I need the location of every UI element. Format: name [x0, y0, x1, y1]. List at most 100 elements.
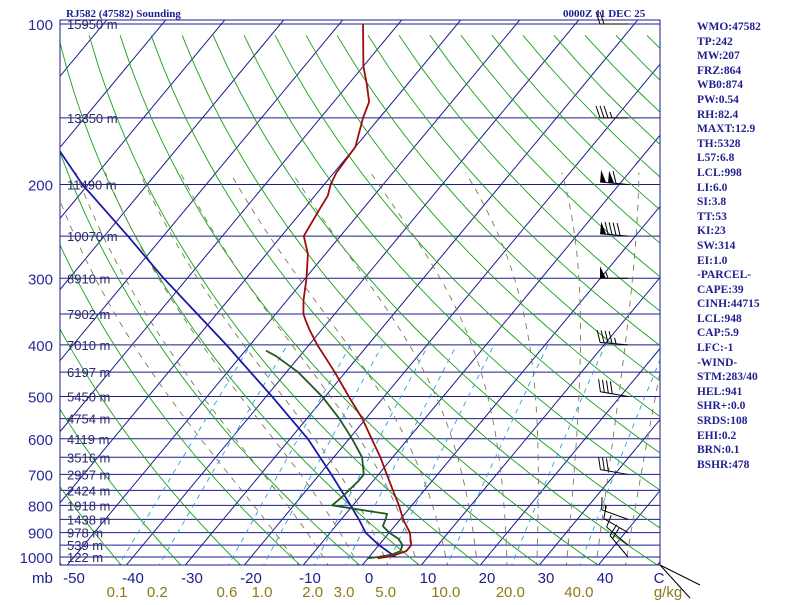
isotherm-line — [0, 12, 408, 568]
mixing-ratio-label: 20.0 — [496, 584, 525, 600]
pressure-label: 300 — [28, 271, 53, 288]
temperature-tick-label: -30 — [181, 570, 203, 587]
mixing-ratio-label: 0.6 — [216, 584, 237, 600]
temperature-tick-label: 0 — [365, 570, 373, 587]
mixing-ratio-label: 2.0 — [302, 584, 323, 600]
stat-line: MW:207 — [697, 49, 797, 64]
stat-line: TP:242 — [697, 35, 797, 50]
wind-barb-flag — [606, 458, 608, 471]
height-label: 7902 m — [67, 307, 110, 322]
temperature-tick-label: 40 — [597, 570, 614, 587]
stat-line: EHI:0.2 — [697, 429, 797, 444]
height-label: 11490 m — [67, 177, 117, 192]
height-label: 7010 m — [67, 338, 110, 353]
dry-adiabat-line — [0, 35, 244, 568]
mixing-ratio-line — [446, 345, 548, 568]
height-label: 4119 m — [67, 432, 109, 447]
temperature-tick-label: 20 — [479, 570, 496, 587]
pressure-label: 600 — [28, 432, 53, 449]
isotherm-line — [65, 12, 527, 568]
wind-barb-flag — [606, 381, 608, 394]
moist-adiabat-line — [371, 173, 508, 569]
mixing-ratio-label: 10.0 — [431, 584, 460, 600]
dry-adiabat-line — [0, 35, 64, 568]
dry-adiabat-line — [213, 35, 722, 568]
stat-line: -WIND- — [697, 356, 797, 371]
temperature-trace — [303, 24, 411, 558]
stat-line: CAP:5.9 — [697, 326, 797, 341]
wind-barb — [600, 266, 628, 278]
stat-line: PW:0.54 — [697, 93, 797, 108]
stat-line: WB0:874 — [697, 78, 797, 93]
wind-barb-flag — [617, 223, 620, 235]
height-label: 2957 m — [67, 467, 110, 482]
height-label: 4754 m — [67, 412, 110, 427]
stat-line: TH:5328 — [697, 137, 797, 152]
wind-barb-half-flag — [606, 272, 608, 278]
wind-barb-half-flag — [610, 112, 612, 118]
wind-barb-flag — [607, 515, 612, 527]
wind-barb-flag — [600, 106, 604, 118]
wind-barb-flag — [604, 506, 607, 518]
x-unit-label: mb — [32, 570, 53, 587]
stat-line: STM:283/40 — [697, 370, 797, 385]
height-label: 2424 m — [67, 483, 110, 498]
wind-barb-flag — [596, 106, 600, 118]
pressure-label: 200 — [28, 177, 53, 194]
isotherm-line — [301, 12, 763, 568]
stat-line: EI:1.0 — [697, 254, 797, 269]
dry-adiabat-line — [0, 35, 4, 568]
pressure-label: 700 — [28, 467, 53, 484]
parcel-trace — [0, 24, 396, 557]
wind-barb — [597, 330, 628, 345]
wind-barb-flag — [609, 222, 612, 234]
wind-barb-flag — [597, 330, 600, 342]
stat-line: WMO:47582 — [697, 20, 797, 35]
stat-line: -PARCEL- — [697, 268, 797, 283]
wind-barb-flag — [613, 223, 616, 235]
stat-line: SW:314 — [697, 239, 797, 254]
stat-line: LI:6.0 — [697, 181, 797, 196]
wind-barb-flag — [603, 380, 605, 393]
stat-line: FRZ:864 — [697, 64, 797, 79]
wind-barb — [596, 106, 628, 118]
mixing-ratio-label: 3.0 — [334, 584, 355, 600]
temperature-tick-label: -50 — [63, 570, 85, 587]
stat-line: L57:6.8 — [697, 151, 797, 166]
axis-corner-line — [660, 565, 700, 585]
stat-line: SRDS:108 — [697, 414, 797, 429]
isotherm-line — [0, 12, 54, 568]
stat-line: CAPE:39 — [697, 283, 797, 298]
wind-barb-flag — [605, 222, 608, 234]
wind-barb-layer — [596, 12, 628, 557]
pressure-label: 1000 — [20, 550, 53, 567]
wind-barb-flag — [610, 381, 612, 394]
wind-barb-flag — [599, 457, 601, 470]
mixing-ratio-label: 5.0 — [375, 584, 396, 600]
stat-line: RH:82.4 — [697, 108, 797, 123]
wind-barb-flag — [603, 458, 605, 471]
wind-barb-flag — [604, 106, 608, 118]
stat-line: SI:3.8 — [697, 195, 797, 210]
height-label: 1918 m — [67, 498, 110, 513]
wind-barb-pennant — [600, 170, 606, 182]
mixing-ratio-label: 40.0 — [564, 584, 593, 600]
stat-line: SHR+:0.0 — [697, 399, 797, 414]
moist-adiabat-line — [562, 173, 581, 569]
isotherm-line — [0, 12, 290, 568]
mixing-ratio-line — [386, 345, 494, 568]
stat-line: LCL:998 — [697, 166, 797, 181]
sounding-time: 0000Z 11 DEC 25 — [563, 8, 645, 20]
mixing-ratio-unit: g/kg — [654, 584, 682, 600]
mixing-ratio-line — [227, 345, 351, 568]
moist-adiabat-line — [230, 173, 448, 569]
wind-barb — [599, 457, 628, 474]
stat-line: HEL:941 — [697, 385, 797, 400]
pressure-label: 100 — [28, 17, 53, 34]
dry-adiabat-line — [120, 35, 543, 568]
stat-line: BSHR:478 — [697, 458, 797, 473]
stat-line: CINH:44715 — [697, 297, 797, 312]
